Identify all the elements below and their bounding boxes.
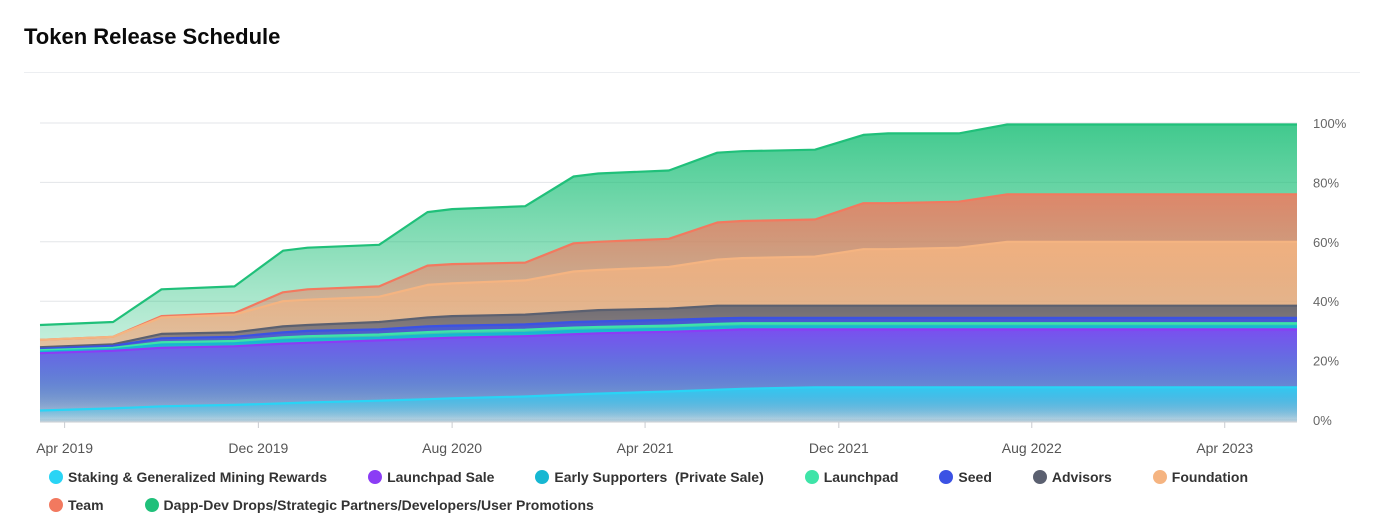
legend-item-launchpad[interactable]: Launchpad xyxy=(796,466,899,488)
y-tick-label: 100% xyxy=(1313,116,1347,131)
legend-item-seed[interactable]: Seed xyxy=(930,466,992,488)
legend-label: Advisors xyxy=(1051,469,1112,485)
y-tick-label: 40% xyxy=(1313,294,1339,309)
chart-legend: Staking & Generalized Mining Rewards Laun… xyxy=(40,466,1360,516)
legend-label: Early Supporters (Private Sale) xyxy=(554,469,764,485)
legend-marker-icon xyxy=(49,470,63,484)
legend-item-staking-generalized-mining-rewards[interactable]: Staking & Generalized Mining Rewards xyxy=(40,466,327,488)
x-tick-label: Dec 2019 xyxy=(228,440,288,456)
legend-label: Dapp-Dev Drops/Strategic Partners/Develo… xyxy=(163,497,594,513)
x-tick-label: Apr 2023 xyxy=(1196,440,1253,456)
legend-label: Team xyxy=(68,497,104,513)
line-foundation[interactable] xyxy=(39,240,1297,341)
line-staking-generalized-mining-rewards[interactable] xyxy=(39,386,1297,412)
legend-marker-icon xyxy=(1152,470,1167,484)
x-tick-label: Aug 2020 xyxy=(422,440,482,456)
x-tick-label: Apr 2021 xyxy=(617,440,674,456)
legend-marker-icon xyxy=(939,470,954,484)
area-series xyxy=(40,124,1297,422)
legend-marker-icon xyxy=(144,498,159,512)
line-seed[interactable] xyxy=(39,316,1297,350)
y-tick-label: 80% xyxy=(1313,175,1339,190)
legend-item-launchpad-sale[interactable]: Launchpad Sale xyxy=(359,466,494,488)
legend-item-foundation[interactable]: Foundation xyxy=(1144,466,1248,488)
legend-item-advisors[interactable]: Advisors xyxy=(1024,466,1112,488)
line-dapp-dev-drops-strategic-partners-developers-user-promotions[interactable] xyxy=(39,123,1297,327)
y-tick-label: 60% xyxy=(1313,235,1339,250)
legend-label: Seed xyxy=(958,469,992,485)
line-series xyxy=(39,123,1297,412)
legend-label: Foundation xyxy=(1171,469,1248,485)
line-early-supporters-private-sale[interactable] xyxy=(39,325,1297,353)
legend-marker-icon xyxy=(1032,470,1047,484)
x-tick-label: Aug 2022 xyxy=(1002,440,1062,456)
x-tick-label: Dec 2021 xyxy=(809,440,869,456)
line-team[interactable] xyxy=(39,193,1297,341)
axes: 0% 20% 40% 60% 80% 100% Apr 2019 Dec 2019 Aug 20… xyxy=(36,116,1346,456)
x-tick-label: Apr 2019 xyxy=(36,440,93,456)
legend-marker-icon xyxy=(804,470,819,484)
chart-title: Token Release Schedule xyxy=(24,24,281,49)
line-advisors[interactable] xyxy=(39,304,1297,349)
line-launchpad-sale[interactable] xyxy=(39,328,1297,355)
y-tick-label: 20% xyxy=(1313,354,1339,369)
legend-marker-icon xyxy=(535,470,550,484)
title-divider xyxy=(24,72,1360,73)
legend-item-team[interactable]: Team xyxy=(40,494,104,516)
legend-label: Staking & Generalized Mining Rewards xyxy=(68,469,328,485)
legend-item-dapp-dev-drops-strategic-partners-developers-user-promotions[interactable]: Dapp-Dev Drops/Strategic Partners/Develo… xyxy=(136,494,594,516)
legend-label: Launchpad xyxy=(823,469,899,485)
y-tick-label: 0% xyxy=(1313,413,1332,428)
area-staking-generalized-mining-rewards xyxy=(40,387,1297,422)
legend-label: Launchpad Sale xyxy=(387,469,495,485)
legend-marker-icon xyxy=(49,498,63,512)
legend-item-early-supporters-private-sale[interactable]: Early Supporters (Private Sale) xyxy=(526,466,764,488)
line-launchpad[interactable] xyxy=(39,322,1297,352)
legend-marker-icon xyxy=(368,470,383,484)
